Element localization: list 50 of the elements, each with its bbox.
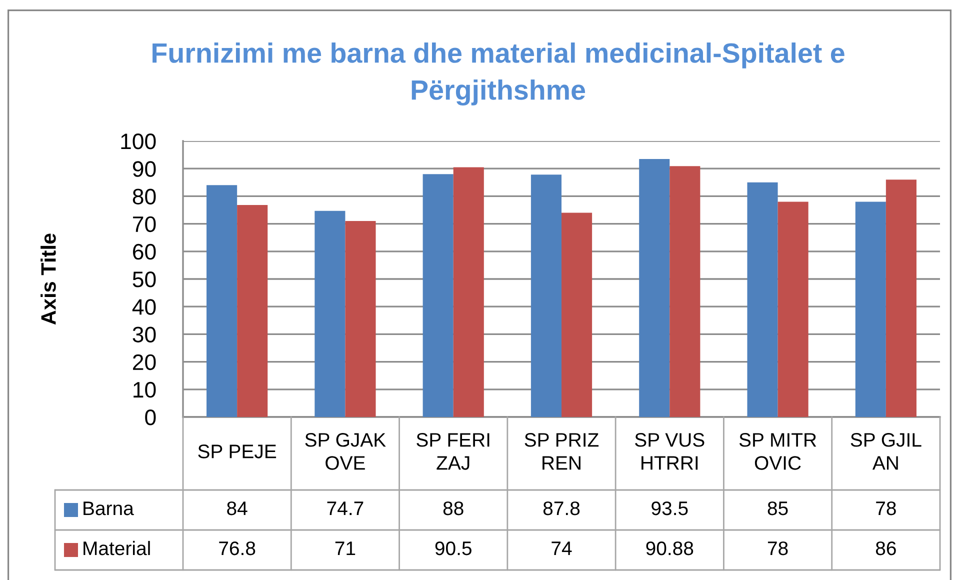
data-label: 88 xyxy=(443,501,464,516)
bar xyxy=(345,221,376,417)
data-label: 76.8 xyxy=(219,541,256,556)
data-label: 90.5 xyxy=(435,541,472,556)
data-label: 74 xyxy=(552,542,572,556)
data-label: 71 xyxy=(335,542,356,556)
data-label: 93.5 xyxy=(652,501,688,516)
y-tick-label: 20 xyxy=(133,354,156,370)
x-tick-label: SP PRIZ REN xyxy=(524,433,599,470)
data-label: 74.7 xyxy=(327,502,364,516)
data-label: 85 xyxy=(768,501,788,516)
bar xyxy=(206,185,238,417)
y-tick-label: 50 xyxy=(132,272,156,288)
data-label: 78 xyxy=(876,501,896,516)
y-axis-title: Axis Title xyxy=(40,234,56,325)
bar xyxy=(453,167,484,417)
bar xyxy=(237,205,268,417)
y-tick-label: 0 xyxy=(145,410,156,426)
y-tick-label: 90 xyxy=(132,161,156,177)
bar xyxy=(422,174,454,417)
x-tick-label: SP GJAK OVE xyxy=(305,433,386,470)
y-tick-label: 60 xyxy=(133,244,156,260)
y-tick-label: 100 xyxy=(121,134,156,150)
legend-label: Barna xyxy=(84,502,134,516)
x-tick-label: SP GJIL AN xyxy=(850,433,922,470)
x-tick-label: SP VUS HTRRI xyxy=(635,433,704,470)
bar xyxy=(639,158,670,417)
bar xyxy=(855,202,886,417)
bar xyxy=(886,180,916,417)
data-label: 90.88 xyxy=(646,541,694,556)
y-tick-label: 40 xyxy=(132,299,156,315)
bar xyxy=(778,202,808,417)
legend-label: Material xyxy=(84,540,150,556)
bar xyxy=(670,166,700,417)
data-label: 86 xyxy=(876,541,896,556)
y-tick-label: 70 xyxy=(133,216,156,232)
chart-title: Furnizimi me barna dhe material medicinal-Spitalet e Përgjithshme xyxy=(152,42,844,106)
data-label: 87.8 xyxy=(543,501,580,516)
x-tick-label: SP FERI ZAJ xyxy=(416,433,490,470)
bar xyxy=(314,210,346,417)
bar xyxy=(530,174,562,417)
data-label: 78 xyxy=(768,541,788,556)
bar xyxy=(562,212,592,417)
data-label: 84 xyxy=(227,501,248,516)
bar xyxy=(747,182,778,417)
x-tick-label: SP MITR OVIC xyxy=(739,433,816,470)
y-tick-label: 10 xyxy=(134,382,156,398)
y-tick-label: 80 xyxy=(132,188,156,204)
x-tick-label: SP PEJE xyxy=(198,444,276,458)
y-tick-label: 30 xyxy=(132,326,156,342)
